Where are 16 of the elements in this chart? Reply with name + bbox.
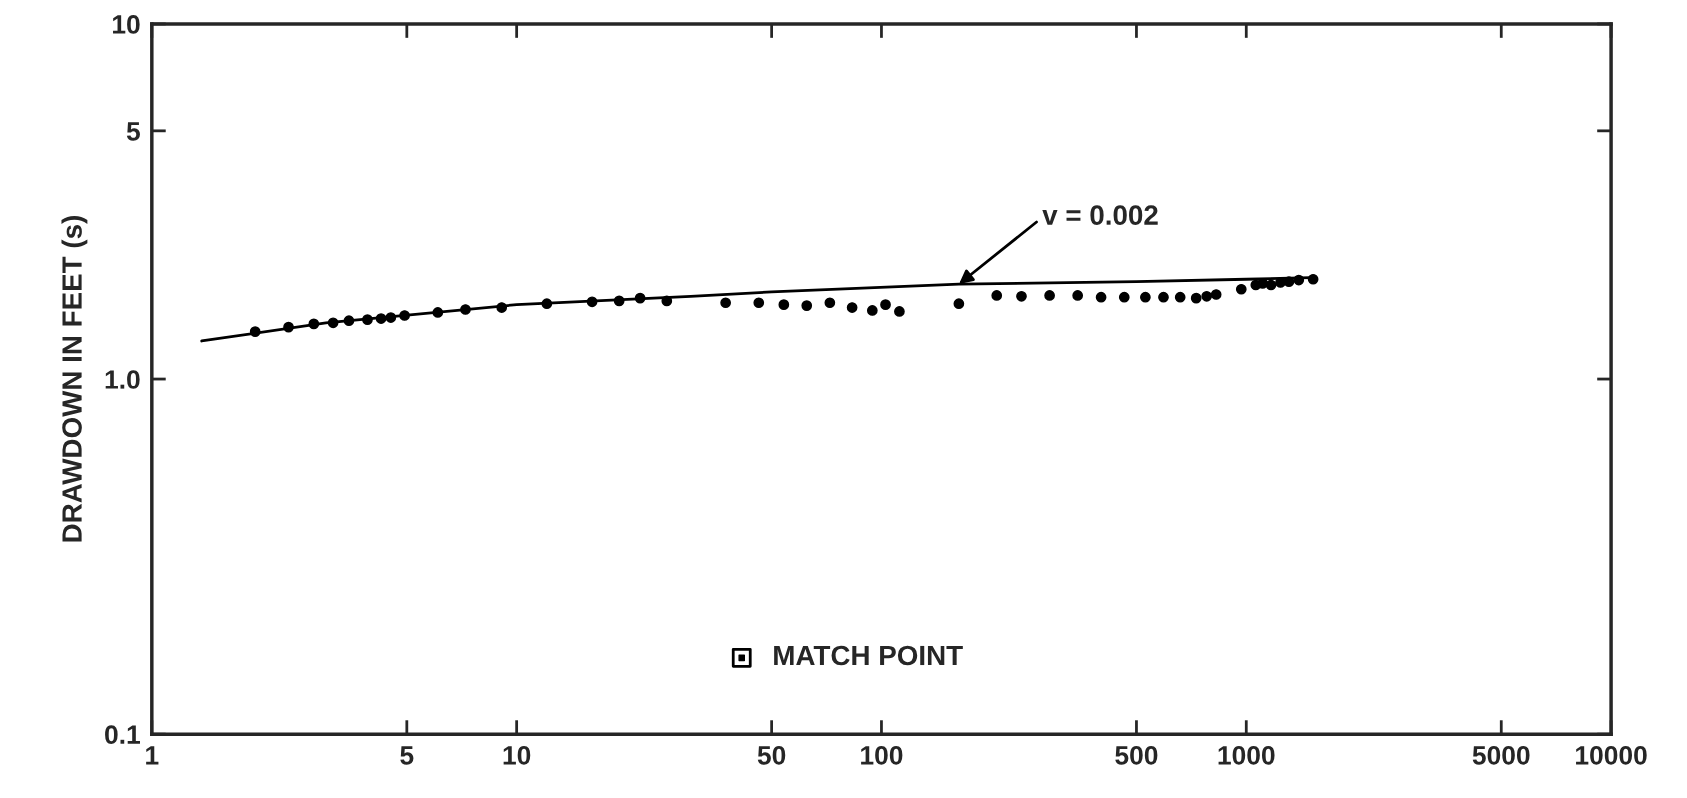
x-tick-label: 1 xyxy=(146,746,159,765)
x-tick-label: 5000 xyxy=(1472,745,1530,765)
y-tick-label: 10 xyxy=(113,15,140,34)
x-tick-label: 500 xyxy=(1115,745,1158,765)
y-tick-label: 0.1 xyxy=(105,725,140,744)
y-tick-label: 5 xyxy=(126,122,140,141)
x-tick-label: 50 xyxy=(757,745,786,765)
x-tick-label: 5 xyxy=(400,746,414,765)
annotation: v = 0.002 xyxy=(1042,205,1158,225)
x-tick-label: 100 xyxy=(861,745,903,765)
series-label: MATCH POINT xyxy=(774,645,963,666)
x-tick-label: 1000 xyxy=(1218,745,1275,765)
x-tick-label: 10 xyxy=(503,745,531,765)
x-tick-label: 10000 xyxy=(1576,745,1647,765)
y-axis-title: DRAWDOWN IN FEET (s) xyxy=(61,216,88,542)
y-tick-label: 1.0 xyxy=(105,370,140,389)
